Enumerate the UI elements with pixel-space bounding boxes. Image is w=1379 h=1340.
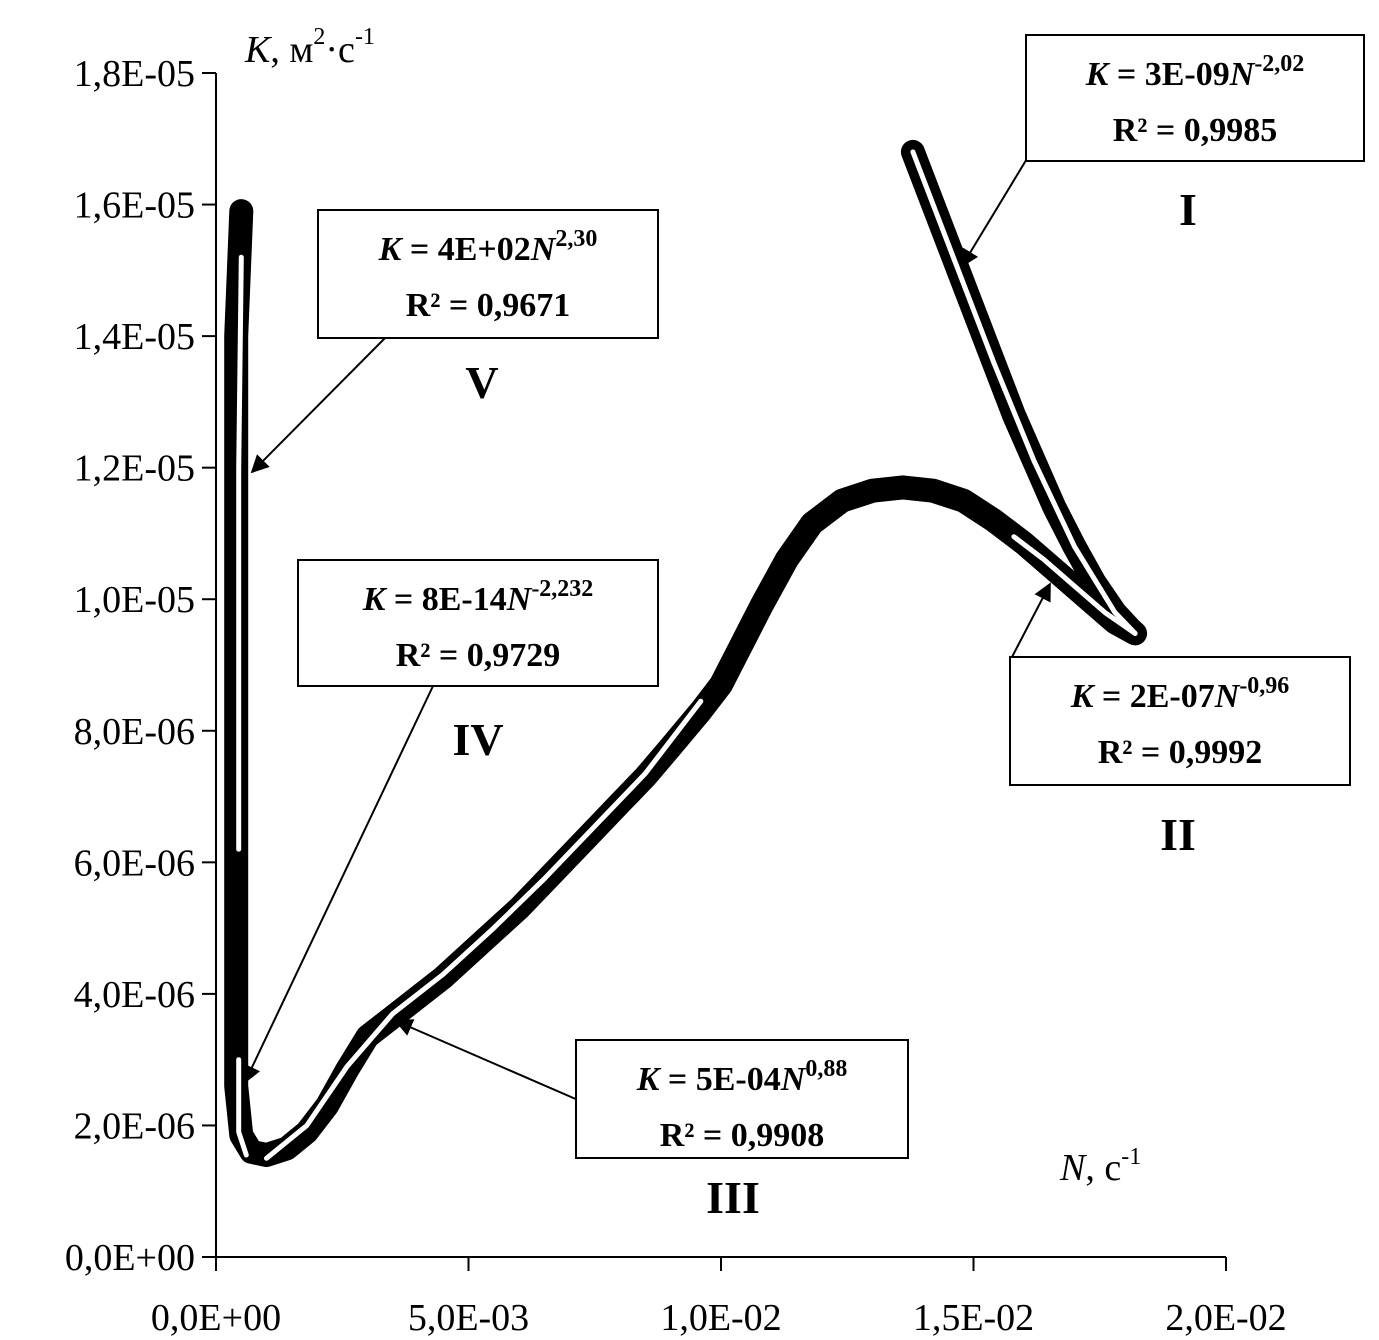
segment-label: III bbox=[706, 1172, 760, 1223]
segment-label: V bbox=[465, 357, 498, 408]
trend-equation: K = 2E-07N-0,96 bbox=[1070, 673, 1290, 715]
y-axis-unit-a-sup: 2 bbox=[313, 24, 325, 50]
segment-label: I bbox=[1179, 184, 1197, 235]
data-layer bbox=[224, 139, 1148, 1167]
annotation-II: K = 2E-07N-0,96 R² = 0,9992 II bbox=[1009, 582, 1351, 860]
y-axis-unit-a: , м bbox=[270, 29, 313, 71]
equation-exponent: 0,88 bbox=[805, 1056, 847, 1082]
trendline-III bbox=[264, 698, 704, 1161]
equation-box bbox=[317, 209, 659, 339]
y-axis-unit-b: ·с bbox=[325, 29, 355, 71]
equation-coef: = 3E-09 bbox=[1108, 56, 1229, 93]
y-tick-label: 1,2E-05 bbox=[74, 448, 195, 490]
x-axis-unit-sup: -1 bbox=[1121, 1144, 1141, 1170]
trend-equation: K = 5E-04N0,88 bbox=[636, 1056, 848, 1098]
y-tick-label: 1,8E-05 bbox=[74, 53, 195, 95]
y-tick-label: 1,0E-05 bbox=[74, 579, 195, 621]
axes: 0,0E+00 2,0E-06 4,0E-06 6,0E-06 8,0E-06 1,0E-… bbox=[65, 53, 1287, 1339]
equation-exponent: 2,30 bbox=[555, 226, 597, 252]
annotation-V: K = 4E+02N2,30 R² = 0,9671 V bbox=[250, 209, 659, 474]
equation-var-k: K bbox=[378, 231, 404, 268]
r-squared: R² = 0,9729 bbox=[396, 637, 561, 674]
x-axis-var: N bbox=[1059, 1147, 1088, 1189]
y-tick-label: 1,6E-05 bbox=[74, 185, 195, 227]
x-tick-label: 0,0E+00 bbox=[151, 1297, 281, 1339]
equation-var-k: K bbox=[636, 1061, 662, 1098]
y-tick-label: 2,0E-06 bbox=[74, 1105, 195, 1147]
x-tick-label: 2,0E-02 bbox=[1165, 1297, 1286, 1339]
callout-arrow bbox=[961, 156, 1029, 268]
y-axis-unit-b-sup: -1 bbox=[355, 24, 375, 50]
annotation-I: K = 3E-09N-2,02 R² = 0,9985 I bbox=[961, 34, 1365, 268]
callout-arrow bbox=[394, 1019, 579, 1101]
r-squared: R² = 0,9992 bbox=[1098, 734, 1263, 771]
equation-box bbox=[1025, 34, 1365, 162]
y-axis-title: K, м2·с-1 bbox=[244, 24, 375, 71]
annotation-IV: K = 8E-14N-2,232 R² = 0,9729 IV bbox=[243, 559, 659, 1084]
equation-coef: = 5E-04 bbox=[659, 1061, 780, 1098]
equation-var-k: K bbox=[1085, 56, 1111, 93]
y-tick-label: 4,0E-06 bbox=[74, 974, 195, 1016]
trendline-IV bbox=[236, 1057, 249, 1158]
y-tick-label: 8,0E-06 bbox=[74, 711, 195, 753]
equation-coef: = 2E-07 bbox=[1093, 678, 1214, 715]
x-tick-label: 1,0E-02 bbox=[660, 1297, 781, 1339]
equation-coef: = 8E-14 bbox=[385, 581, 506, 618]
trend-equation: K = 4E+02N2,30 bbox=[378, 226, 598, 268]
x-tick-label: 5,0E-03 bbox=[408, 1297, 529, 1339]
equation-var-n: N bbox=[1229, 56, 1256, 93]
callout-arrow bbox=[243, 685, 434, 1084]
x-axis-unit: , с bbox=[1085, 1147, 1121, 1189]
annotation-III: K = 5E-04N0,88 R² = 0,9908 III bbox=[394, 1019, 909, 1223]
callout-arrow bbox=[250, 337, 386, 474]
x-tick-label: 1,5E-02 bbox=[913, 1297, 1034, 1339]
equation-var-k: K bbox=[362, 581, 388, 618]
r-squared: R² = 0,9985 bbox=[1113, 112, 1278, 149]
equation-var-n: N bbox=[780, 1061, 807, 1098]
trendline-V bbox=[236, 254, 244, 852]
equation-exponent: -2,02 bbox=[1254, 51, 1304, 77]
r-squared: R² = 0,9908 bbox=[660, 1117, 825, 1154]
segment-label: II bbox=[1160, 809, 1196, 860]
trend-equation: K = 3E-09N-2,02 bbox=[1085, 51, 1305, 93]
trendline-I bbox=[910, 149, 1138, 636]
equation-box bbox=[1009, 656, 1351, 786]
equation-box bbox=[575, 1039, 909, 1159]
equation-var-n: N bbox=[530, 231, 557, 268]
y-tick-label: 6,0E-06 bbox=[74, 842, 195, 884]
equation-coef: = 4E+02 bbox=[401, 231, 530, 268]
y-tick-label: 0,0E+00 bbox=[65, 1237, 195, 1279]
equation-var-k: K bbox=[1070, 678, 1096, 715]
y-tick-label: 1,4E-05 bbox=[74, 316, 195, 358]
equation-var-n: N bbox=[1214, 678, 1241, 715]
equation-exponent: -2,232 bbox=[531, 576, 593, 602]
trend-equation: K = 8E-14N-2,232 bbox=[362, 576, 594, 618]
equation-var-n: N bbox=[506, 581, 533, 618]
segment-label: IV bbox=[452, 714, 503, 765]
callout-arrow bbox=[1011, 582, 1051, 658]
y-axis-var: K bbox=[244, 29, 272, 71]
x-axis-title: N, с-1 bbox=[1059, 1144, 1141, 1189]
equation-exponent: -0,96 bbox=[1239, 673, 1289, 699]
r-squared: R² = 0,9671 bbox=[406, 287, 571, 324]
trendline-II bbox=[1011, 534, 1138, 636]
equation-box bbox=[297, 559, 659, 687]
